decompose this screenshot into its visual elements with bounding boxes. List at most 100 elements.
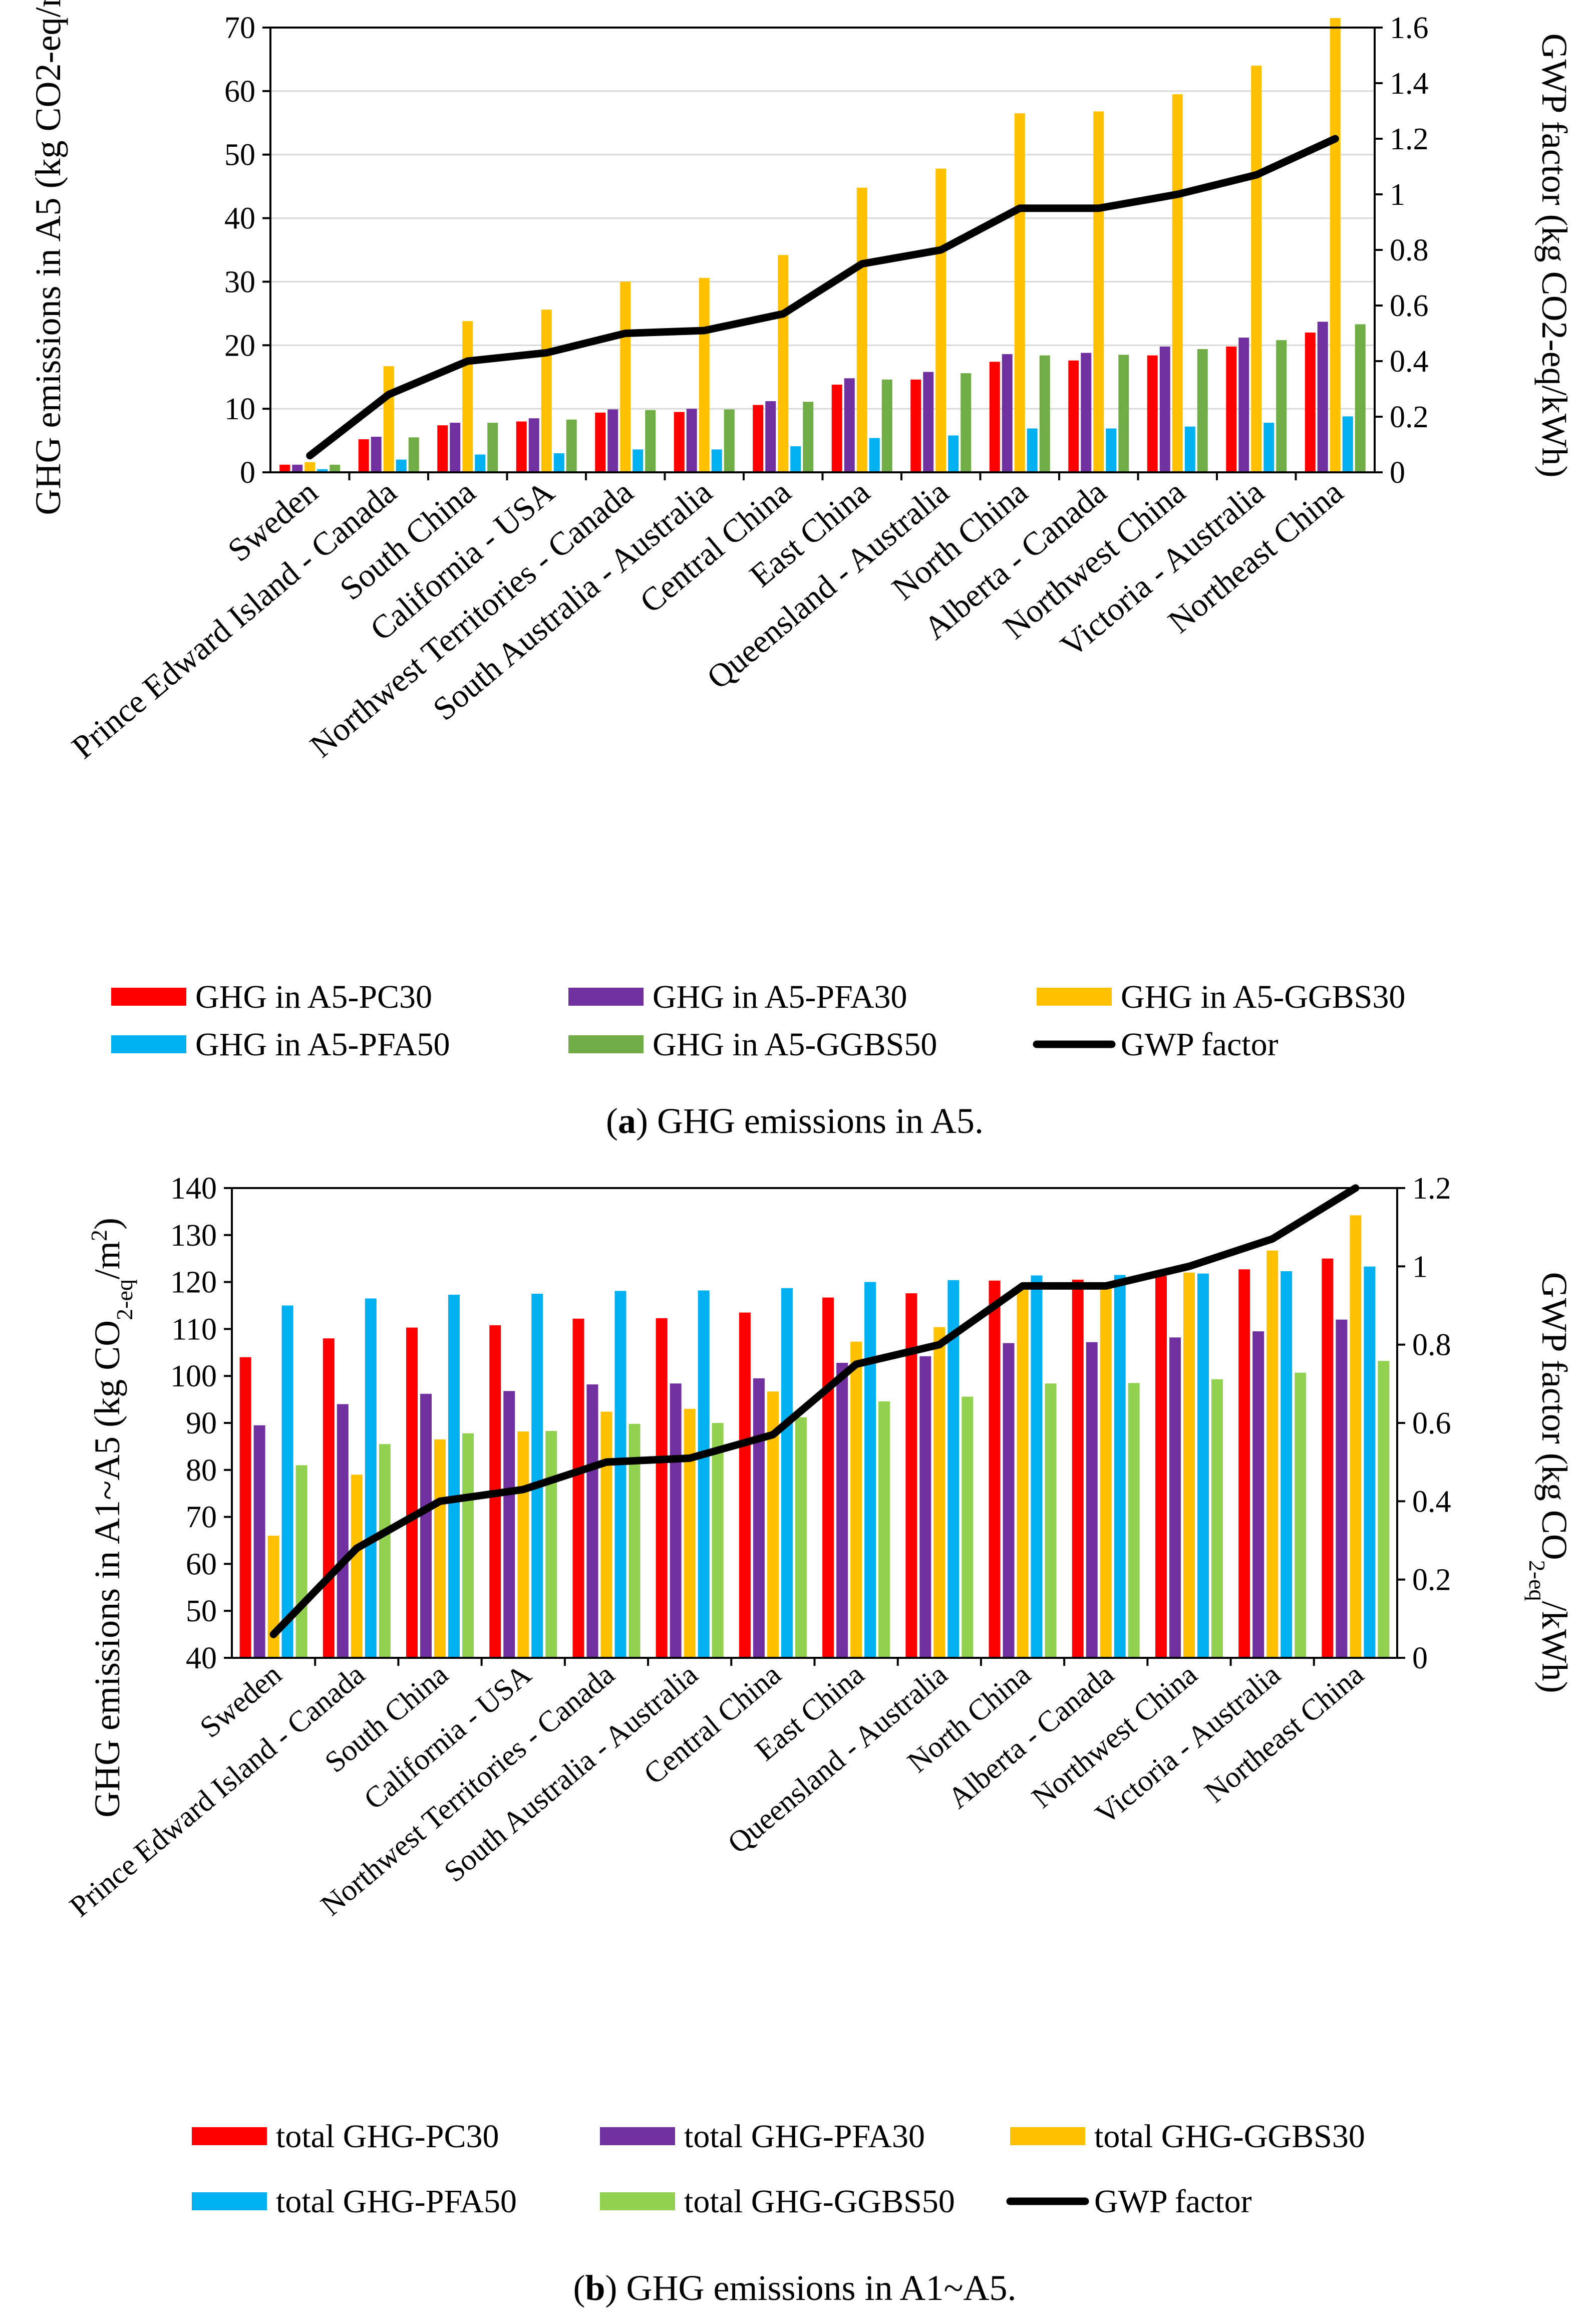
a-bar-ghg-in-a5-ggbs30 (1330, 18, 1341, 472)
a-bar-ghg-in-a5-ggbs30 (856, 187, 867, 472)
a-bar-ghg-in-a5-ggbs30 (1014, 113, 1025, 472)
a-bar-ghg-in-a5-pfa30 (371, 436, 382, 472)
a-bar-ghg-in-a5-pfa50 (396, 459, 407, 472)
b-bar-total-ghg-pfa30 (1003, 1343, 1015, 1658)
a-bar-ghg-in-a5-ggbs50 (724, 409, 735, 472)
b-y2-tick-label: 0.8 (1412, 1328, 1451, 1362)
b-bar-total-ghg-ggbs50 (962, 1396, 974, 1658)
a-bar-ghg-in-a5-pc30 (831, 384, 842, 472)
a-bar-ghg-in-a5-pfa30 (844, 378, 855, 472)
a-bar-ghg-in-a5-pfa30 (1002, 354, 1013, 472)
a-legend-label-ghg-in-a5-pfa30: GHG in A5-PFA30 (653, 979, 907, 1015)
b-bar-total-ghg-pfa50 (1281, 1271, 1293, 1658)
a-bar-ghg-in-a5-pfa50 (317, 469, 328, 472)
a-bar-ghg-in-a5-pfa50 (869, 438, 880, 472)
b-y-tick-label: 110 (171, 1312, 217, 1346)
a-legend-swatch-ghg-in-a5-ggbs50 (568, 1035, 644, 1053)
a-bar-ghg-in-a5-pfa30 (1081, 353, 1092, 472)
b-bar-total-ghg-pfa30 (670, 1383, 682, 1658)
b-y2-tick-labels: 0 0.2 0.4 0.6 0.8 1 1.2 (1412, 1172, 1451, 1675)
b-bar-total-ghg-pc30 (406, 1327, 418, 1658)
a-bar-ghg-in-a5-ggbs50 (645, 410, 656, 472)
a-axes (262, 27, 1383, 480)
b-bar-total-ghg-ggbs50 (1128, 1383, 1140, 1658)
b-legend-swatch-total-ghg-ggbs50 (600, 2192, 675, 2210)
a-legend-swatch-ghg-in-a5-ggbs30 (1037, 988, 1112, 1006)
a-y-tick-label: 70 (224, 11, 255, 45)
b-legend: total GHG-PC30 total GHG-PFA30 total GHG-G… (192, 2118, 1365, 2220)
b-bar-total-ghg-ggbs50 (295, 1465, 307, 1658)
a-legend-swatch-ghg-in-a5-pfa50 (111, 1035, 186, 1053)
a-bar-ghg-in-a5-ggbs30 (304, 462, 315, 472)
a-bar-ghg-in-a5-pfa50 (948, 435, 959, 472)
a-bar-ghg-in-a5-ggbs50 (1197, 349, 1208, 472)
a-bar-ghg-in-a5-pc30 (1147, 355, 1158, 472)
b-bar-total-ghg-pfa30 (1252, 1331, 1264, 1658)
a-bar-ghg-in-a5-pfa50 (1342, 416, 1353, 472)
a-legend-label-gwp-factor: GWP factor (1121, 1026, 1279, 1063)
a-bar-ghg-in-a5-pc30 (674, 412, 685, 472)
a-bar-ghg-in-a5-pfa30 (607, 409, 618, 472)
b-bar-total-ghg-ggbs50 (379, 1444, 391, 1658)
a-legend-label-ghg-in-a5-pc30: GHG in A5-PC30 (195, 979, 432, 1015)
a-y-tick-label: 50 (224, 138, 255, 172)
b-legend-label-total-ghg-pc30: total GHG-PC30 (276, 2118, 499, 2155)
a-bar-ghg-in-a5-pfa50 (632, 449, 644, 472)
b-bar-total-ghg-pfa30 (253, 1425, 265, 1658)
a-bar-ghg-in-a5-pfa50 (553, 453, 564, 472)
a-bar-ghg-in-a5-ggbs50 (803, 402, 814, 472)
b-bar-total-ghg-pfa50 (947, 1280, 960, 1658)
a-bar-ghg-in-a5-ggbs50 (961, 373, 972, 472)
a-gridlines (270, 27, 1375, 410)
b-bar-total-ghg-pfa30 (586, 1384, 598, 1658)
a-bar-ghg-in-a5-ggbs50 (1276, 340, 1287, 472)
b-bar-total-ghg-pfa30 (503, 1391, 515, 1658)
a-bar-ghg-in-a5-pfa50 (790, 446, 801, 472)
a-bar-ghg-in-a5-ggbs50 (408, 437, 419, 472)
b-bar-total-ghg-pfa50 (448, 1294, 460, 1658)
b-bar-total-ghg-pc30 (1322, 1258, 1334, 1658)
a-bar-ghg-in-a5-pc30 (437, 425, 448, 472)
a-bar-ghg-in-a5-ggbs50 (1355, 324, 1366, 472)
a-bar-ghg-in-a5-ggbs30 (699, 277, 710, 472)
b-bar-total-ghg-pc30 (1072, 1279, 1084, 1658)
b-bar-total-ghg-pc30 (1155, 1276, 1167, 1658)
b-bar-total-ghg-ggbs50 (1378, 1361, 1390, 1658)
b-bar-total-ghg-ggbs50 (1211, 1379, 1223, 1658)
a-bar-ghg-in-a5-ggbs30 (1251, 66, 1262, 473)
b-y-tick-label: 100 (170, 1359, 217, 1393)
a-bar-ghg-in-a5-ggbs50 (1118, 355, 1129, 472)
b-bar-total-ghg-pc30 (239, 1357, 251, 1658)
a-bar-ghg-in-a5-pfa50 (711, 449, 722, 472)
a-legend-label-ghg-in-a5-pfa50: GHG in A5-PFA50 (195, 1026, 450, 1063)
b-y2-tick-label: 0.2 (1412, 1563, 1451, 1597)
b-bar-total-ghg-ggbs30 (351, 1475, 363, 1658)
a-y2-tick-label: 1.2 (1390, 122, 1429, 156)
a-bar-ghg-in-a5-ggbs30 (462, 321, 473, 472)
b-y2-tick-label: 1 (1412, 1250, 1428, 1284)
a-bar-ghg-in-a5-ggbs30 (620, 281, 631, 472)
b-y-tick-label: 90 (186, 1406, 217, 1440)
a-y2-tick-label: 1.6 (1390, 11, 1429, 45)
a-gwp-polyline (306, 135, 1339, 460)
b-bar-total-ghg-pc30 (822, 1297, 834, 1658)
b-bar-total-ghg-ggbs30 (850, 1341, 862, 1658)
b-bar-total-ghg-pc30 (656, 1318, 668, 1658)
b-y2-tick-label: 0.4 (1412, 1485, 1451, 1519)
b-legend-label-total-ghg-ggbs30: total GHG-GGBS30 (1094, 2118, 1365, 2155)
a-bar-ghg-in-a5-pfa30 (292, 464, 303, 472)
a-y2-axis-title: GWP factor (kg CO2-eq/kWh) (1534, 33, 1574, 477)
b-bar-total-ghg-ggbs30 (1266, 1250, 1279, 1658)
b-legend-label-total-ghg-ggbs50: total GHG-GGBS50 (684, 2183, 955, 2220)
b-bar-total-ghg-pfa30 (1336, 1319, 1348, 1658)
a-bar-ghg-in-a5-pfa50 (1027, 428, 1038, 472)
b-bar-total-ghg-pfa30 (836, 1362, 848, 1658)
a-bar-ghg-in-a5-pfa50 (1106, 428, 1117, 472)
a-bar-ghg-in-a5-ggbs30 (383, 366, 394, 472)
b-caption: (b) GHG emissions in A1~A5. (573, 2268, 1017, 2308)
a-bar-ghg-in-a5-pfa30 (1317, 322, 1328, 472)
a-bar-ghg-in-a5-pfa50 (1184, 426, 1195, 472)
b-bar-total-ghg-ggbs30 (767, 1391, 779, 1658)
b-legend-label-gwp-factor: GWP factor (1094, 2183, 1252, 2220)
